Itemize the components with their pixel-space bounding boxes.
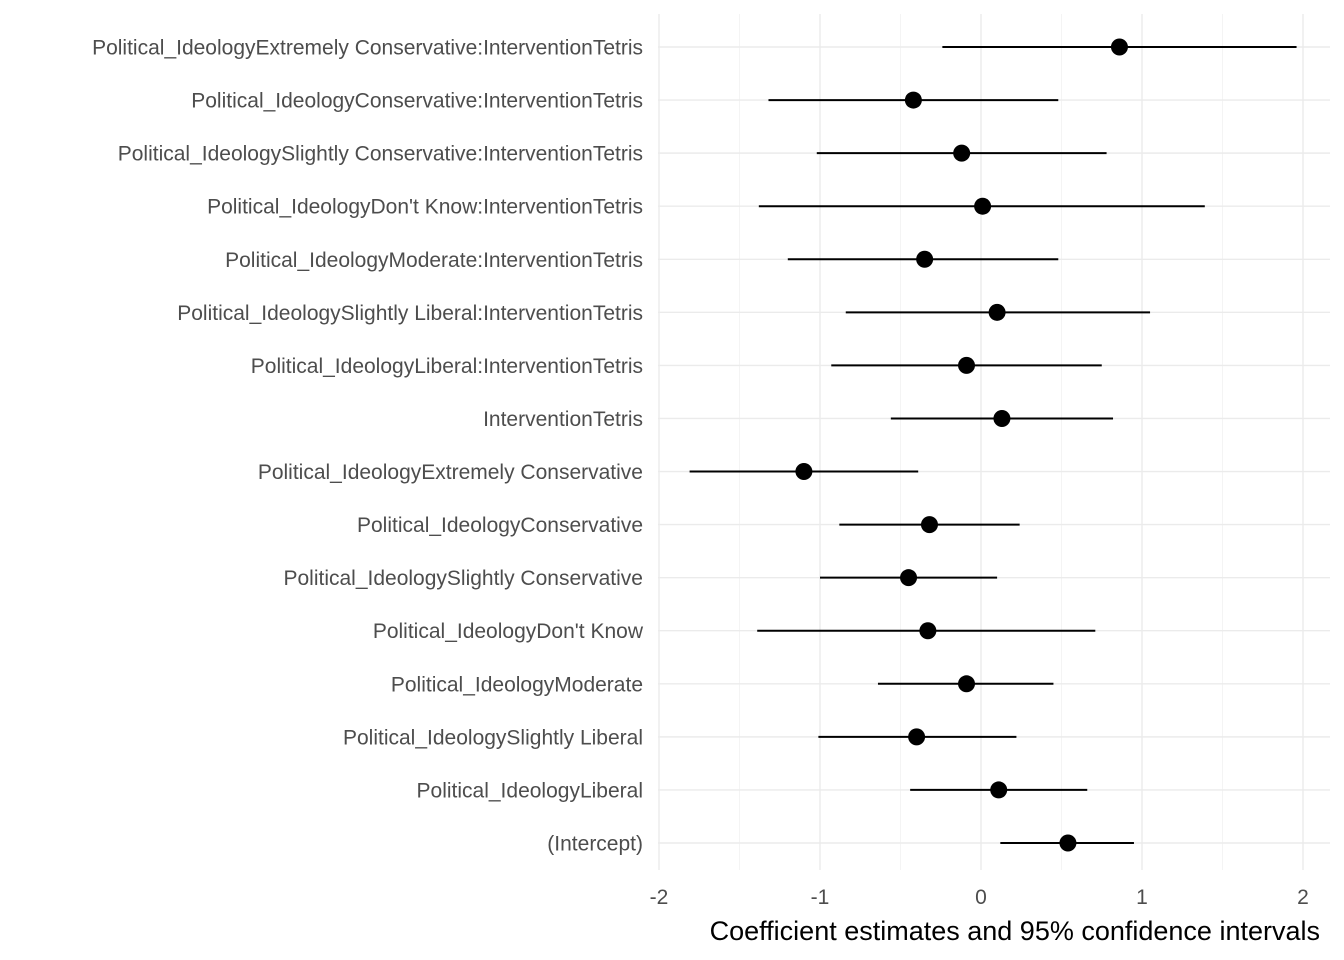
x-tick-label: -1 (811, 886, 830, 909)
estimate-point (974, 197, 992, 215)
y-tick-label: Political_IdeologyDon't Know:Interventio… (207, 196, 643, 219)
estimate-point (953, 144, 971, 162)
estimate-point (990, 781, 1008, 799)
y-tick-label: Political_IdeologyModerate (391, 673, 643, 696)
y-tick-label: Political_IdeologySlightly Conservative (283, 567, 643, 590)
y-tick-label: Political_IdeologyDon't Know (373, 620, 644, 643)
y-tick-label: Political_IdeologyConservative:Intervent… (191, 90, 643, 113)
y-tick-label: Political_IdeologySlightly Conservative:… (118, 143, 643, 166)
y-tick-label: Political_IdeologyModerate:InterventionT… (225, 249, 643, 272)
y-tick-label: Political_IdeologyExtremely Conservative… (92, 37, 643, 60)
y-tick-label: Political_IdeologyExtremely Conservative (258, 461, 643, 484)
estimate-point (920, 516, 938, 534)
grid-lines (658, 14, 1330, 870)
x-tick-label: 1 (1136, 886, 1148, 909)
estimate-point (900, 569, 918, 587)
estimate-point (908, 728, 926, 746)
x-axis-title: Coefficient estimates and 95% confidence… (710, 916, 1320, 946)
estimate-point (1110, 38, 1128, 56)
y-tick-label: Political_IdeologyLiberal (417, 779, 643, 802)
y-tick-label: Political_IdeologySlightly Liberal:Inter… (177, 302, 643, 325)
y-tick-label: Political_IdeologyConservative (357, 514, 643, 537)
y-tick-label: Political_IdeologyLiberal:InterventionTe… (251, 355, 643, 378)
y-tick-label: (Intercept) (547, 833, 643, 856)
x-tick-label: 2 (1297, 886, 1309, 909)
estimate-point (988, 303, 1006, 321)
estimate-point (795, 463, 813, 481)
x-tick-label: -2 (650, 886, 669, 909)
estimate-point (919, 622, 937, 640)
y-tick-label: Political_IdeologySlightly Liberal (343, 726, 643, 749)
estimate-point (958, 675, 976, 693)
y-tick-labels: Political_IdeologyExtremely Conservative… (92, 37, 644, 856)
x-tick-labels: -2 -1 0 1 2 (650, 886, 1309, 909)
estimate-point (993, 409, 1011, 427)
estimate-point (904, 91, 922, 109)
y-tick-label: InterventionTetris (483, 408, 643, 431)
estimate-point (958, 356, 976, 374)
coefficient-marks (689, 38, 1297, 852)
x-tick-label: 0 (975, 886, 987, 909)
estimate-point (916, 250, 934, 268)
estimate-point (1059, 834, 1077, 852)
